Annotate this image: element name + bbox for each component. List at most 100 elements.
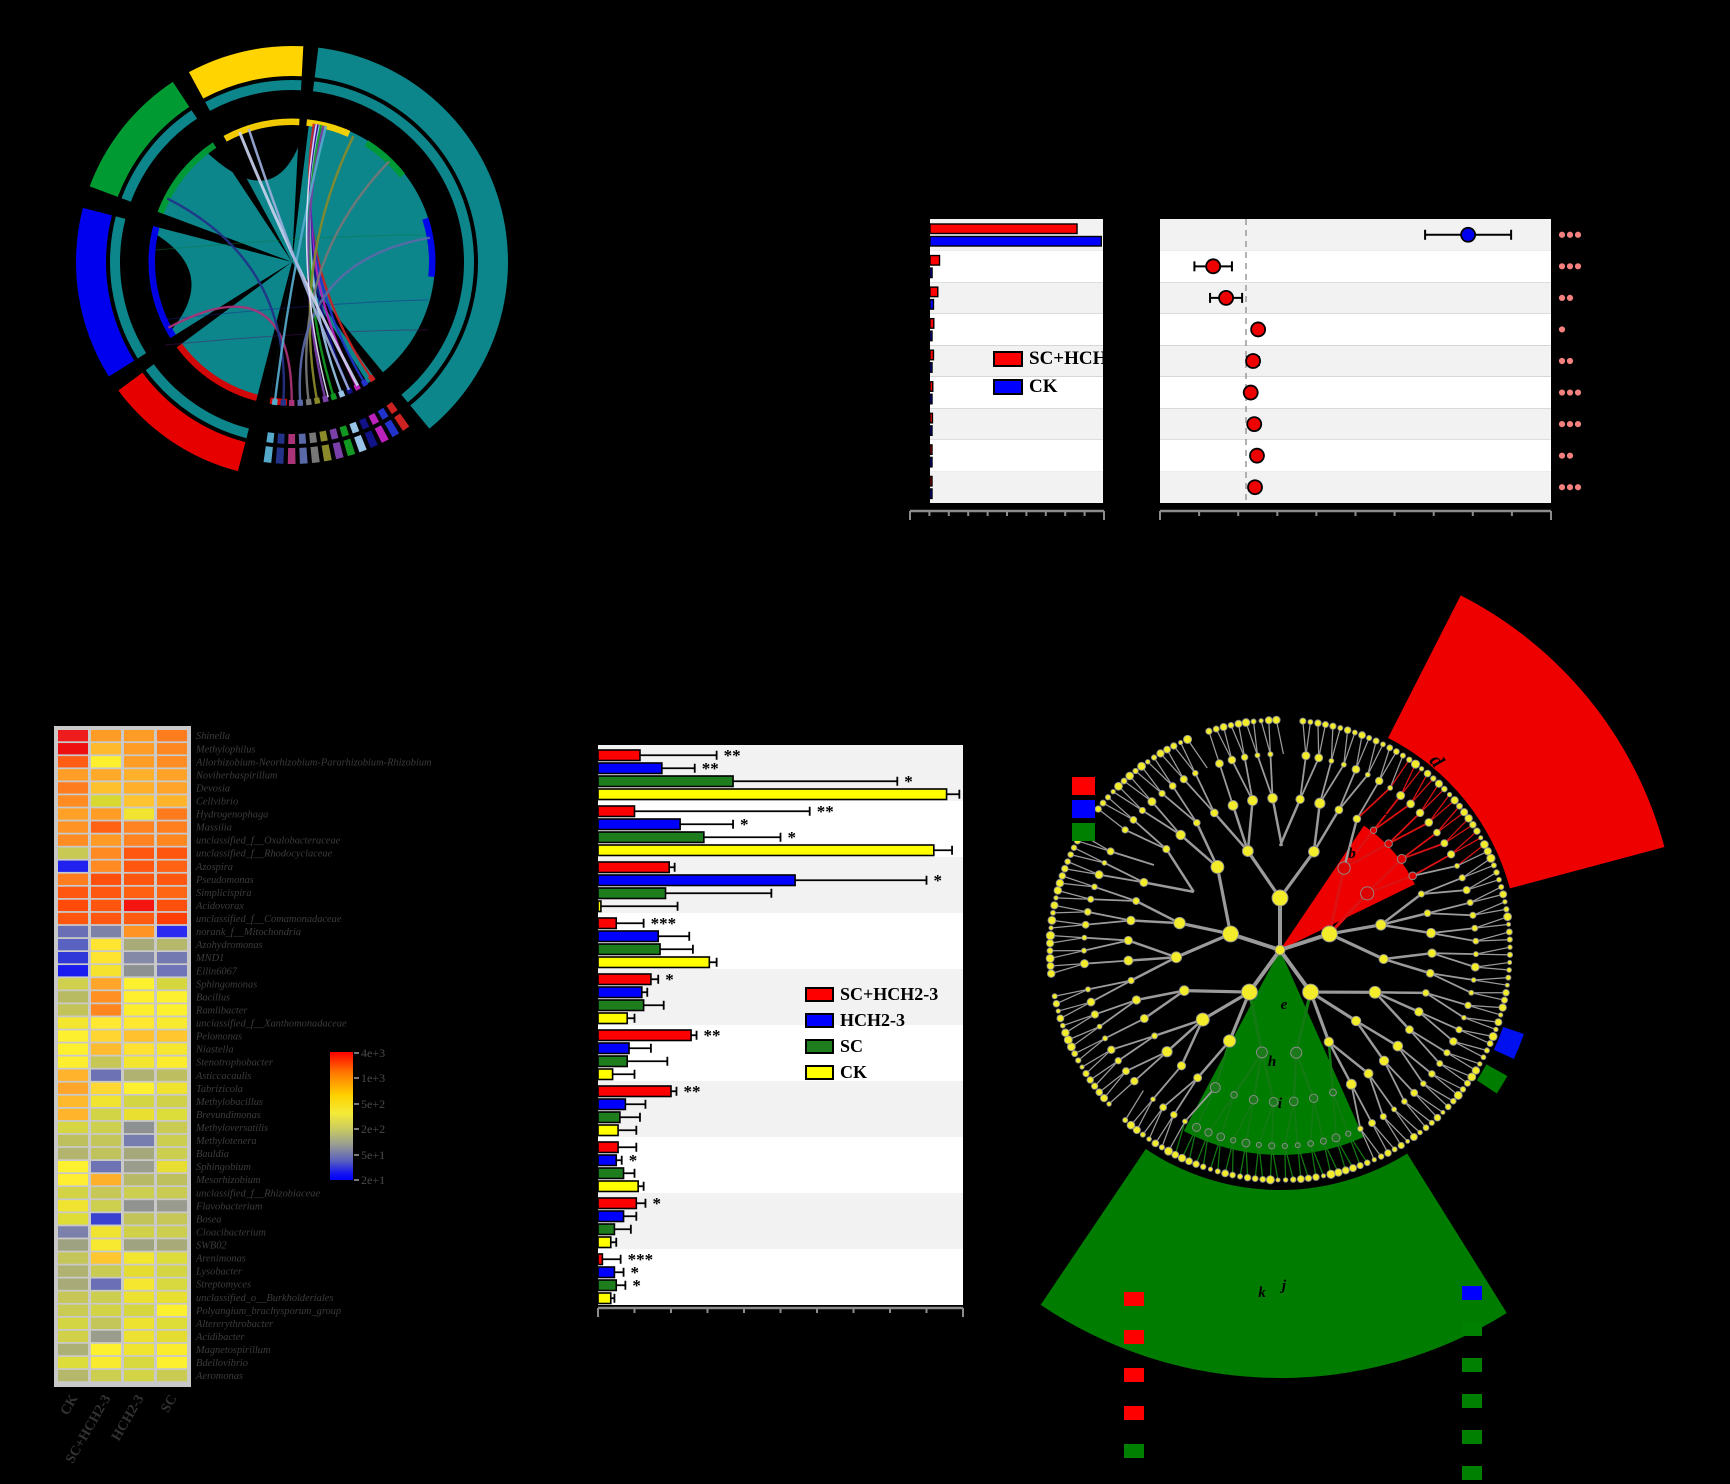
- heatmap-cell: [58, 834, 88, 846]
- clade-letter: h: [1268, 1054, 1276, 1070]
- tree-node: [1132, 1125, 1141, 1135]
- tree-node: [1061, 864, 1069, 873]
- heatmap-row-label: MND1: [195, 953, 224, 964]
- tree-node: [1427, 948, 1437, 958]
- heatmap-cell: [124, 1330, 154, 1343]
- tree-node: [1281, 1142, 1288, 1150]
- tree-node: [1114, 781, 1123, 791]
- tree-node: [1052, 999, 1061, 1008]
- tree-node: [1366, 734, 1373, 742]
- legend-label: CK: [840, 1062, 867, 1082]
- tree-node: [1337, 861, 1351, 875]
- tree-node: [1320, 1173, 1327, 1179]
- group-bar: [597, 788, 948, 801]
- tree-node: [1341, 1166, 1350, 1175]
- pvalue-mark: [1558, 421, 1566, 428]
- tree-node: [1045, 953, 1055, 963]
- tree-node: [1321, 925, 1338, 943]
- significance-star: **: [702, 759, 719, 778]
- tree-node: [1314, 753, 1324, 763]
- tree-node: [1101, 859, 1108, 866]
- tree-node: [1227, 721, 1235, 729]
- heatmap-cell: [124, 860, 154, 872]
- tree-node: [1406, 799, 1416, 809]
- heatmap-row-label: Tabrizicola: [196, 1084, 243, 1095]
- heatmap-row-label: Hydrogenophaga: [195, 810, 268, 821]
- tree-node: [1480, 1054, 1487, 1061]
- tree-node: [1374, 776, 1384, 786]
- group-bar: [597, 749, 641, 762]
- tree-node: [1352, 814, 1362, 824]
- heatmap-cell: [157, 795, 187, 807]
- heatmap-cell: [157, 873, 187, 885]
- tree-node: [1358, 731, 1366, 740]
- tree-node: [1290, 1176, 1297, 1183]
- difference-dot: [1460, 226, 1477, 243]
- group-bar: [597, 956, 711, 969]
- heatmap-cell: [58, 1056, 88, 1068]
- significance-star: *: [631, 1263, 640, 1282]
- tree-node: [1082, 1069, 1090, 1078]
- heatmap-cell: [157, 1343, 187, 1356]
- tree-node: [1207, 1166, 1214, 1172]
- tree-node: [1436, 1060, 1444, 1068]
- bar-ck: [929, 425, 933, 437]
- tree-node: [1486, 1040, 1494, 1047]
- tree-node: [1090, 1010, 1100, 1019]
- heatmap-cell: [124, 1174, 154, 1186]
- heatmap-cell: [58, 1330, 88, 1343]
- tree-node: [1158, 1144, 1165, 1151]
- heatmap-row-label: Arenimonas: [195, 1254, 246, 1265]
- tree-node: [1251, 1175, 1259, 1183]
- heatmap-cell: [91, 873, 121, 885]
- bar-ck: [929, 267, 933, 279]
- tree-node: [1081, 920, 1090, 929]
- tree-node: [1506, 967, 1512, 973]
- heatmap-cell: [124, 1278, 154, 1290]
- heatmap-cell: [91, 1239, 121, 1251]
- tree-node: [1470, 962, 1480, 972]
- tree-node: [1507, 944, 1513, 950]
- heatmap-row-label: Flavobacterium: [195, 1201, 263, 1212]
- pvalue-mark: [1566, 389, 1574, 396]
- pvalue-mark: [1574, 389, 1582, 396]
- heatmap-cell: [124, 1369, 154, 1382]
- heatmap-cell: [124, 1187, 154, 1199]
- tree-node: [1106, 1101, 1112, 1107]
- tree-node: [1470, 977, 1477, 983]
- legend-square: [1462, 1466, 1482, 1480]
- pvalue-mark: [1574, 231, 1582, 238]
- tree-node: [1048, 925, 1054, 931]
- tree-node: [1372, 737, 1380, 745]
- tree-node: [1055, 1008, 1061, 1014]
- tree-node: [1087, 895, 1095, 903]
- difference-dot: [1249, 447, 1265, 464]
- tree-node: [1380, 741, 1386, 748]
- heatmap-row-label: Acidibacter: [195, 1332, 245, 1343]
- clade-letter: a: [1309, 885, 1317, 901]
- colorbar-tick: [354, 1052, 359, 1054]
- tree-node: [1506, 951, 1514, 958]
- tree-node: [1227, 755, 1237, 765]
- tree-node: [1473, 827, 1481, 835]
- tree-node: [1503, 912, 1512, 922]
- heatmap-cell: [157, 1278, 187, 1290]
- heatmap-row-label: unclassified_o__Burkholderiales: [196, 1293, 333, 1304]
- tree-node: [1348, 1164, 1357, 1173]
- difference-dot: [1218, 289, 1234, 306]
- tree-node: [1490, 862, 1497, 869]
- pvalue-mark: [1558, 294, 1566, 301]
- heatmap-row-label: Pelomonas: [195, 1032, 242, 1043]
- group-bar: [597, 1223, 616, 1236]
- tree-node: [1363, 1068, 1374, 1079]
- tree-node: [1408, 871, 1417, 881]
- heatmap-cell: [124, 808, 154, 820]
- tree-node: [1430, 775, 1437, 782]
- tree-node: [1334, 1168, 1343, 1177]
- heatmap-row-label: Magnetospirillum: [195, 1345, 271, 1356]
- tree-node: [1494, 1018, 1503, 1027]
- heatmap-cell: [58, 1213, 88, 1225]
- heatmap-row-label: unclassified_f__Rhodocyclaceae: [196, 849, 333, 860]
- tree-node: [1212, 725, 1220, 733]
- legend-square: [1124, 1444, 1144, 1458]
